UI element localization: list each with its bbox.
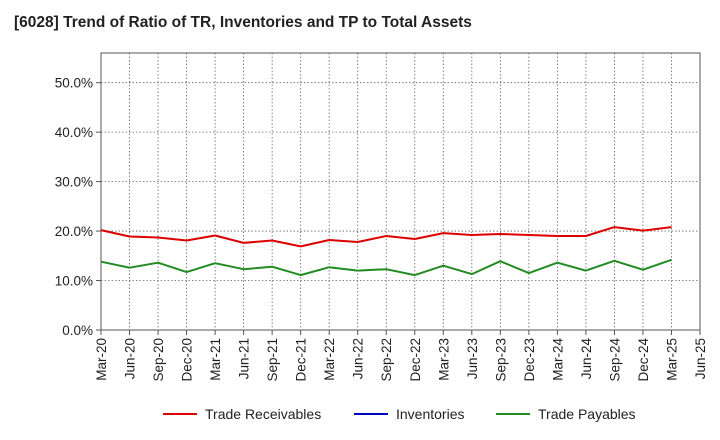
plot-frame [100, 52, 701, 331]
x-tick-label: Jun-24 [579, 338, 594, 380]
x-tick-label: Sep-23 [493, 338, 508, 382]
legend-label: Inventories [396, 406, 465, 422]
legend-swatch [163, 413, 197, 415]
x-tick-label: Mar-21 [208, 338, 223, 381]
x-tick-label: Dec-23 [522, 338, 537, 382]
x-tick-label: Mar-22 [322, 338, 337, 381]
x-tick-label: Jun-20 [123, 338, 138, 379]
series-lines [100, 226, 672, 277]
x-tick-label: Sep-22 [379, 338, 394, 382]
y-tick-label: 40.0% [55, 125, 93, 140]
x-tick-label: Dec-21 [294, 338, 309, 382]
x-tick-label: Dec-24 [636, 338, 651, 382]
y-axis: 0.0% 10.0% 20.0% 30.0% 40.0% 50.0% [55, 76, 101, 338]
x-tick-label: Mar-25 [664, 338, 679, 381]
legend: Trade Receivables Inventories Trade Payabl… [0, 402, 720, 426]
x-tick-label: Jun-21 [237, 338, 252, 379]
legend-item: Trade Payables [496, 402, 636, 426]
x-tick-label: Mar-23 [436, 338, 451, 381]
y-tick-label: 0.0% [62, 323, 93, 338]
legend-label: Trade Payables [538, 406, 636, 422]
grid-lines [101, 53, 700, 330]
x-tick-label: Mar-20 [94, 338, 109, 381]
series-line [100, 226, 672, 248]
plot-border [100, 52, 701, 331]
x-tick-label: Mar-24 [550, 338, 565, 381]
legend-label: Trade Receivables [205, 406, 322, 422]
y-tick-label: 50.0% [55, 76, 93, 91]
x-tick-label: Jun-25 [693, 338, 708, 379]
chart-title: [6028] Trend of Ratio of TR, Inventories… [14, 14, 472, 31]
x-tick-label: Sep-24 [607, 338, 622, 382]
legend-item: Trade Receivables [163, 402, 321, 426]
x-tick-label: Sep-21 [265, 338, 280, 382]
legend-item: Inventories [354, 402, 464, 426]
y-tick-label: 10.0% [55, 274, 93, 289]
x-tick-label: Sep-20 [151, 338, 166, 382]
x-tick-label: Dec-22 [408, 338, 423, 382]
legend-swatch [354, 413, 388, 415]
y-tick-label: 30.0% [55, 175, 93, 190]
x-tick-label: Dec-20 [180, 338, 195, 382]
x-tick-label: Jun-23 [465, 338, 480, 379]
legend-swatch [496, 413, 530, 415]
x-axis: Mar-20 Jun-20 Sep-20 Dec-20 Mar-21 Jun-21 Sep-… [94, 330, 708, 382]
x-tick-label: Jun-22 [351, 338, 366, 379]
y-tick-label: 20.0% [55, 224, 93, 239]
series-line [100, 258, 672, 277]
